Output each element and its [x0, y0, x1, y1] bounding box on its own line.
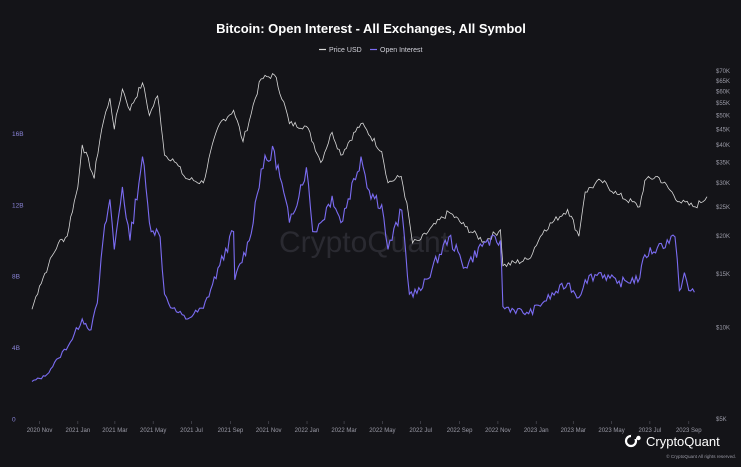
left-tick-label: 0 [12, 417, 16, 424]
right-tick-label: $40K [716, 143, 730, 149]
left-tick-label: 4B [12, 345, 20, 352]
right-tick-label: $10K [716, 326, 730, 332]
x-tick-label: 2022 Jan [295, 428, 320, 434]
right-tick-label: $15K [716, 272, 730, 278]
legend-item-open-interest[interactable]: Open Interest [370, 47, 422, 54]
right-tick-label: $60K [716, 89, 730, 95]
logo-name: CryptoQuant [646, 434, 720, 449]
x-tick-label: 2023 May [598, 428, 624, 434]
right-tick-label: $45K [716, 127, 730, 133]
x-tick-label: 2022 Jul [409, 428, 432, 434]
right-tick-label: $65K [716, 79, 730, 85]
chart-title: Bitcoin: Open Interest - All Exchanges, … [216, 21, 526, 36]
x-tick-label: 2021 Mar [102, 428, 127, 434]
x-tick-label: 2021 May [140, 428, 166, 434]
right-tick-label: $30K [716, 181, 730, 187]
x-tick-label: 2023 Jan [524, 428, 549, 434]
x-tick-label: 2021 Nov [256, 428, 282, 434]
right-tick-label: $50K [716, 113, 730, 119]
cryptoquant-logo-icon [624, 434, 641, 448]
legend-label-price: Price USD [329, 47, 362, 54]
watermark: CryptoQuant [279, 226, 450, 259]
x-tick-label: 2023 Jul [639, 428, 662, 434]
x-tick-label: 2020 Nov [27, 428, 53, 434]
left-axis: 0 4B 8B 12B 16B [12, 131, 24, 424]
x-tick-label: 2021 Sep [218, 428, 244, 434]
cryptoquant-logo: CryptoQuant [624, 434, 720, 449]
right-tick-label: $5K [716, 417, 727, 423]
legend: Price USD Open Interest [319, 47, 422, 54]
x-tick-label: 2023 Mar [561, 428, 586, 434]
right-tick-label: $25K [716, 205, 730, 211]
left-tick-label: 8B [12, 274, 20, 281]
right-tick-label: $35K [716, 160, 730, 166]
series-price-usd-line [31, 72, 708, 310]
x-axis: 2020 Nov 2021 Jan 2021 Mar 2021 May 2021 Jul… [27, 421, 702, 434]
right-axis: $5K $10K $15K $20K $25K $30K $35K $40K $45K $50K $… [716, 69, 730, 423]
legend-item-price[interactable]: Price USD [319, 47, 362, 54]
right-tick-label: $20K [716, 234, 730, 240]
right-tick-label: $55K [716, 101, 730, 107]
x-tick-label: 2021 Jan [65, 428, 90, 434]
legend-label-open-interest: Open Interest [380, 47, 422, 54]
x-tick-label: 2022 Nov [485, 428, 511, 434]
x-tick-label: 2021 Jul [180, 428, 203, 434]
left-tick-label: 16B [12, 131, 24, 138]
copyright: © CryptoQuant All rights reserved. [666, 453, 736, 459]
x-tick-label: 2023 Sep [676, 428, 702, 434]
x-tick-label: 2022 May [369, 428, 395, 434]
left-tick-label: 12B [12, 202, 24, 209]
x-tick-label: 2022 Sep [447, 428, 473, 434]
series-open-interest-line [31, 145, 695, 382]
x-tick-label: 2022 Mar [331, 428, 356, 434]
right-tick-label: $70K [716, 69, 730, 75]
